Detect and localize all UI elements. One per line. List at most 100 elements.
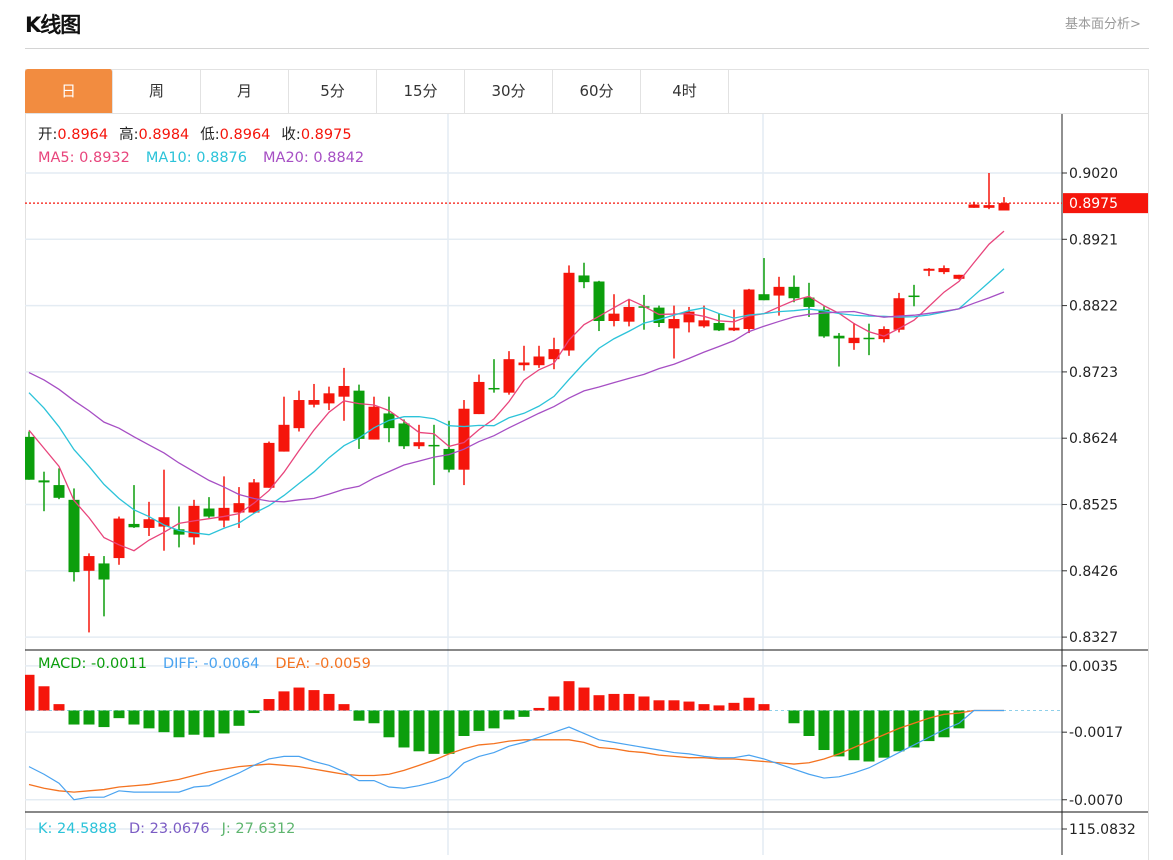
candle-body	[263, 442, 275, 488]
candle-body	[458, 408, 470, 470]
macd-bar	[563, 681, 575, 711]
candle	[833, 333, 845, 367]
candle-body	[638, 306, 650, 308]
tab-3[interactable]: 5分	[289, 69, 377, 113]
candle	[323, 386, 335, 411]
tab-4[interactable]: 15分	[377, 69, 465, 113]
candle-body	[278, 424, 290, 452]
tab-2[interactable]: 月	[201, 69, 289, 113]
candle	[788, 275, 800, 303]
candle	[953, 274, 965, 280]
macd-y-tick-label: -0.0017	[1069, 725, 1123, 741]
kdj-legend-item: J: 27.6312	[221, 821, 296, 837]
macd-bar	[38, 686, 50, 711]
macd-bar	[338, 704, 350, 711]
candle	[188, 499, 200, 545]
candle-body	[563, 272, 575, 351]
candle-body	[728, 327, 740, 331]
candle-body	[353, 390, 365, 439]
ma20-line	[28, 291, 1005, 503]
macd-bar	[698, 704, 710, 711]
y-tick-label: 0.8327	[1069, 630, 1118, 646]
fundamental-analysis-link[interactable]: 基本面分析>	[1065, 17, 1141, 32]
candle	[398, 419, 410, 449]
candle-body	[248, 482, 260, 513]
candle	[773, 276, 785, 316]
candle	[713, 313, 725, 332]
macd-bar	[728, 702, 740, 711]
macd-bar	[473, 710, 485, 731]
candle	[98, 556, 110, 617]
tab-0[interactable]: 日	[25, 69, 113, 113]
candle	[998, 197, 1010, 211]
candle	[938, 265, 950, 275]
macd-bar	[203, 710, 215, 738]
ohlc-value: 0.8975	[301, 127, 352, 143]
candle	[218, 476, 230, 528]
candle-body	[818, 309, 830, 337]
macd-bar	[503, 710, 515, 720]
candle-body	[923, 268, 935, 271]
ma-legend-item: MA5: 0.8932	[38, 150, 130, 166]
macd-bar	[233, 710, 245, 726]
candle	[908, 284, 920, 307]
y-tick-label: 0.9020	[1069, 166, 1118, 182]
macd-bar	[848, 710, 860, 761]
candle-body	[878, 329, 890, 340]
candle	[368, 396, 380, 440]
macd-bar	[53, 704, 65, 711]
y-tick-label: 0.8921	[1069, 232, 1118, 248]
macd-legend-item: DIFF: -0.0064	[163, 656, 259, 672]
tab-6[interactable]: 60分	[553, 69, 641, 113]
candle-body	[698, 320, 710, 327]
candle	[293, 390, 305, 432]
macd-legend: MACD: -0.0011 DIFF: -0.0064 DEA: -0.0059	[38, 656, 371, 672]
candle-body	[623, 306, 635, 322]
candle-body	[128, 523, 140, 528]
candle-body	[308, 400, 320, 405]
candle-body	[173, 529, 185, 535]
macd-y-tick-label: -0.0070	[1069, 793, 1123, 809]
macd-bar	[83, 710, 95, 725]
candle-body	[983, 205, 995, 208]
macd-bar	[938, 710, 950, 738]
ohlc-value: 0.8964	[220, 127, 271, 143]
candle-body	[848, 337, 860, 344]
macd-bar	[638, 696, 650, 711]
y-tick-label: 0.8723	[1069, 365, 1118, 381]
candle	[203, 497, 215, 518]
candle	[743, 288, 755, 334]
candle	[473, 374, 485, 415]
candle	[263, 441, 275, 488]
candle	[143, 501, 155, 536]
candle-body	[533, 356, 545, 366]
tab-5[interactable]: 30分	[465, 69, 553, 113]
kdj-legend: K: 24.5888 D: 23.0676 J: 27.6312	[38, 821, 295, 837]
header-divider	[25, 48, 1149, 49]
candle-body	[953, 274, 965, 279]
candle	[38, 471, 50, 512]
candle	[638, 294, 650, 330]
macd-bar	[488, 710, 500, 729]
candle-body	[593, 281, 605, 322]
ma-legend-item: MA10: 0.8876	[146, 150, 247, 166]
candle	[503, 351, 515, 395]
macd-bar	[653, 700, 665, 711]
tab-1[interactable]: 周	[113, 69, 201, 113]
macd-bar	[578, 687, 590, 711]
kdj-legend-item: D: 23.0676	[129, 821, 210, 837]
macd-bar	[668, 700, 680, 711]
candle-body	[713, 323, 725, 331]
candle	[878, 326, 890, 343]
candle-body	[53, 485, 65, 498]
candle-body	[998, 203, 1010, 211]
ma-legend: MA5: 0.8932 MA10: 0.8876 MA20: 0.8842	[38, 150, 364, 166]
candle-body	[143, 519, 155, 528]
macd-bar	[293, 687, 305, 711]
candle-body	[488, 387, 500, 390]
candle	[893, 292, 905, 333]
candle	[758, 258, 770, 301]
candle-body	[323, 393, 335, 404]
tab-7[interactable]: 4时	[641, 69, 729, 113]
candle	[128, 485, 140, 528]
